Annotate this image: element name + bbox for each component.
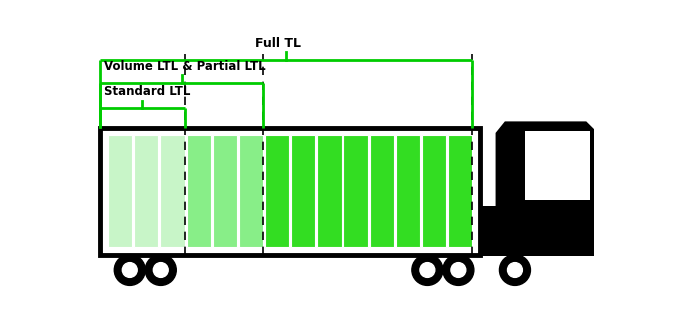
Circle shape xyxy=(420,263,435,278)
Circle shape xyxy=(507,263,522,278)
Bar xyxy=(396,135,420,247)
Circle shape xyxy=(114,254,145,285)
Bar xyxy=(265,135,290,247)
Circle shape xyxy=(451,263,466,278)
Bar xyxy=(370,135,394,247)
Circle shape xyxy=(122,263,138,278)
Bar xyxy=(134,135,158,247)
Text: Full TL: Full TL xyxy=(256,37,301,50)
Bar xyxy=(187,135,211,247)
Bar xyxy=(100,127,480,254)
Circle shape xyxy=(412,254,443,285)
Bar xyxy=(343,135,368,247)
Bar xyxy=(525,131,590,200)
Text: Standard LTL: Standard LTL xyxy=(104,85,191,98)
Text: Volume LTL & Partial LTL: Volume LTL & Partial LTL xyxy=(104,60,266,73)
Bar xyxy=(213,135,237,247)
Bar xyxy=(239,135,263,247)
Bar xyxy=(448,135,473,247)
Polygon shape xyxy=(495,122,594,206)
Bar xyxy=(422,135,446,247)
Bar xyxy=(108,135,132,247)
Circle shape xyxy=(153,263,168,278)
Bar xyxy=(480,206,594,256)
Bar xyxy=(160,135,184,247)
Bar xyxy=(291,135,315,247)
Bar xyxy=(317,135,341,247)
Circle shape xyxy=(443,254,474,285)
Circle shape xyxy=(145,254,176,285)
Circle shape xyxy=(500,254,531,285)
